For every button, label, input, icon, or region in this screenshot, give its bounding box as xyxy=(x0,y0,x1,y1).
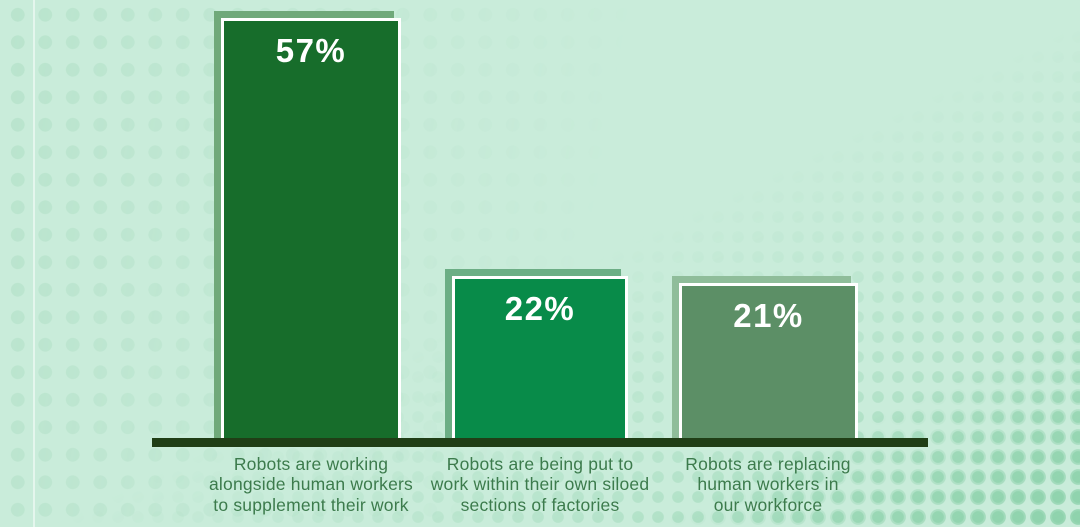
bar: 21% xyxy=(679,283,858,438)
seam-line xyxy=(33,0,35,527)
bar-value-label: 22% xyxy=(504,290,576,327)
bar-value-label: 57% xyxy=(275,32,347,69)
bar: 22% xyxy=(452,276,628,438)
bar-caption: Robots are replacing human workers in ou… xyxy=(685,454,851,515)
bar-value-label: 21% xyxy=(733,297,804,334)
bar-caption: Robots are working alongside human worke… xyxy=(208,454,413,515)
x-axis-line xyxy=(152,438,928,447)
bar-caption: Robots are being put to work within thei… xyxy=(430,454,650,515)
bar: 57% xyxy=(221,18,401,438)
